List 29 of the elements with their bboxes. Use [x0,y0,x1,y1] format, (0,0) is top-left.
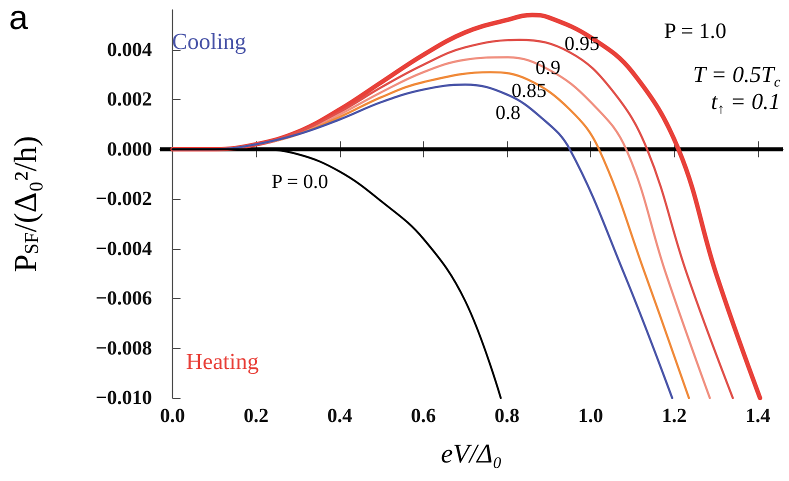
y-tick-label: 0.004 [107,38,152,61]
y-axis-title: PSF/(Δ₀²/h) [6,136,43,272]
x-tick-label: 0.6 [410,405,436,427]
annotation: 0.95 [564,33,600,55]
x-tick-label: 0.8 [494,405,520,427]
y-tick-label: −0.008 [96,337,152,360]
y-tick-label: 0.000 [107,138,152,160]
x-tick-label: 1.2 [662,405,687,427]
annotation: P = 0.0 [272,171,328,193]
x-tick-label: 0.2 [244,405,269,427]
annotation: T = 0.5T$_{c}$ [693,62,780,90]
annotation: 0.9 [536,57,560,79]
annotation: Cooling [172,29,246,54]
y-tick-label: −0.006 [96,288,152,310]
annotation: 0.85 [512,80,546,102]
y-tick-label: −0.002 [96,188,152,210]
y-tick-label: −0.010 [96,387,152,409]
x-axis-title: eV/Δ₀ [440,438,502,468]
x-tick-label: 0.0 [160,405,186,427]
annotation: t$_{↑}$ = 0.1 [711,89,780,118]
chart-title: a [9,0,28,37]
y-tick-label: 0.002 [107,88,152,111]
y-tick-label: −0.004 [96,238,152,260]
annotation: Heating [186,349,259,374]
annotation: P = 1.0 [664,18,726,43]
annotation: 0.8 [496,102,520,124]
x-tick-label: 0.4 [327,405,352,427]
x-tick-label: 1.4 [745,405,770,427]
x-tick-label: 1.0 [578,405,604,427]
